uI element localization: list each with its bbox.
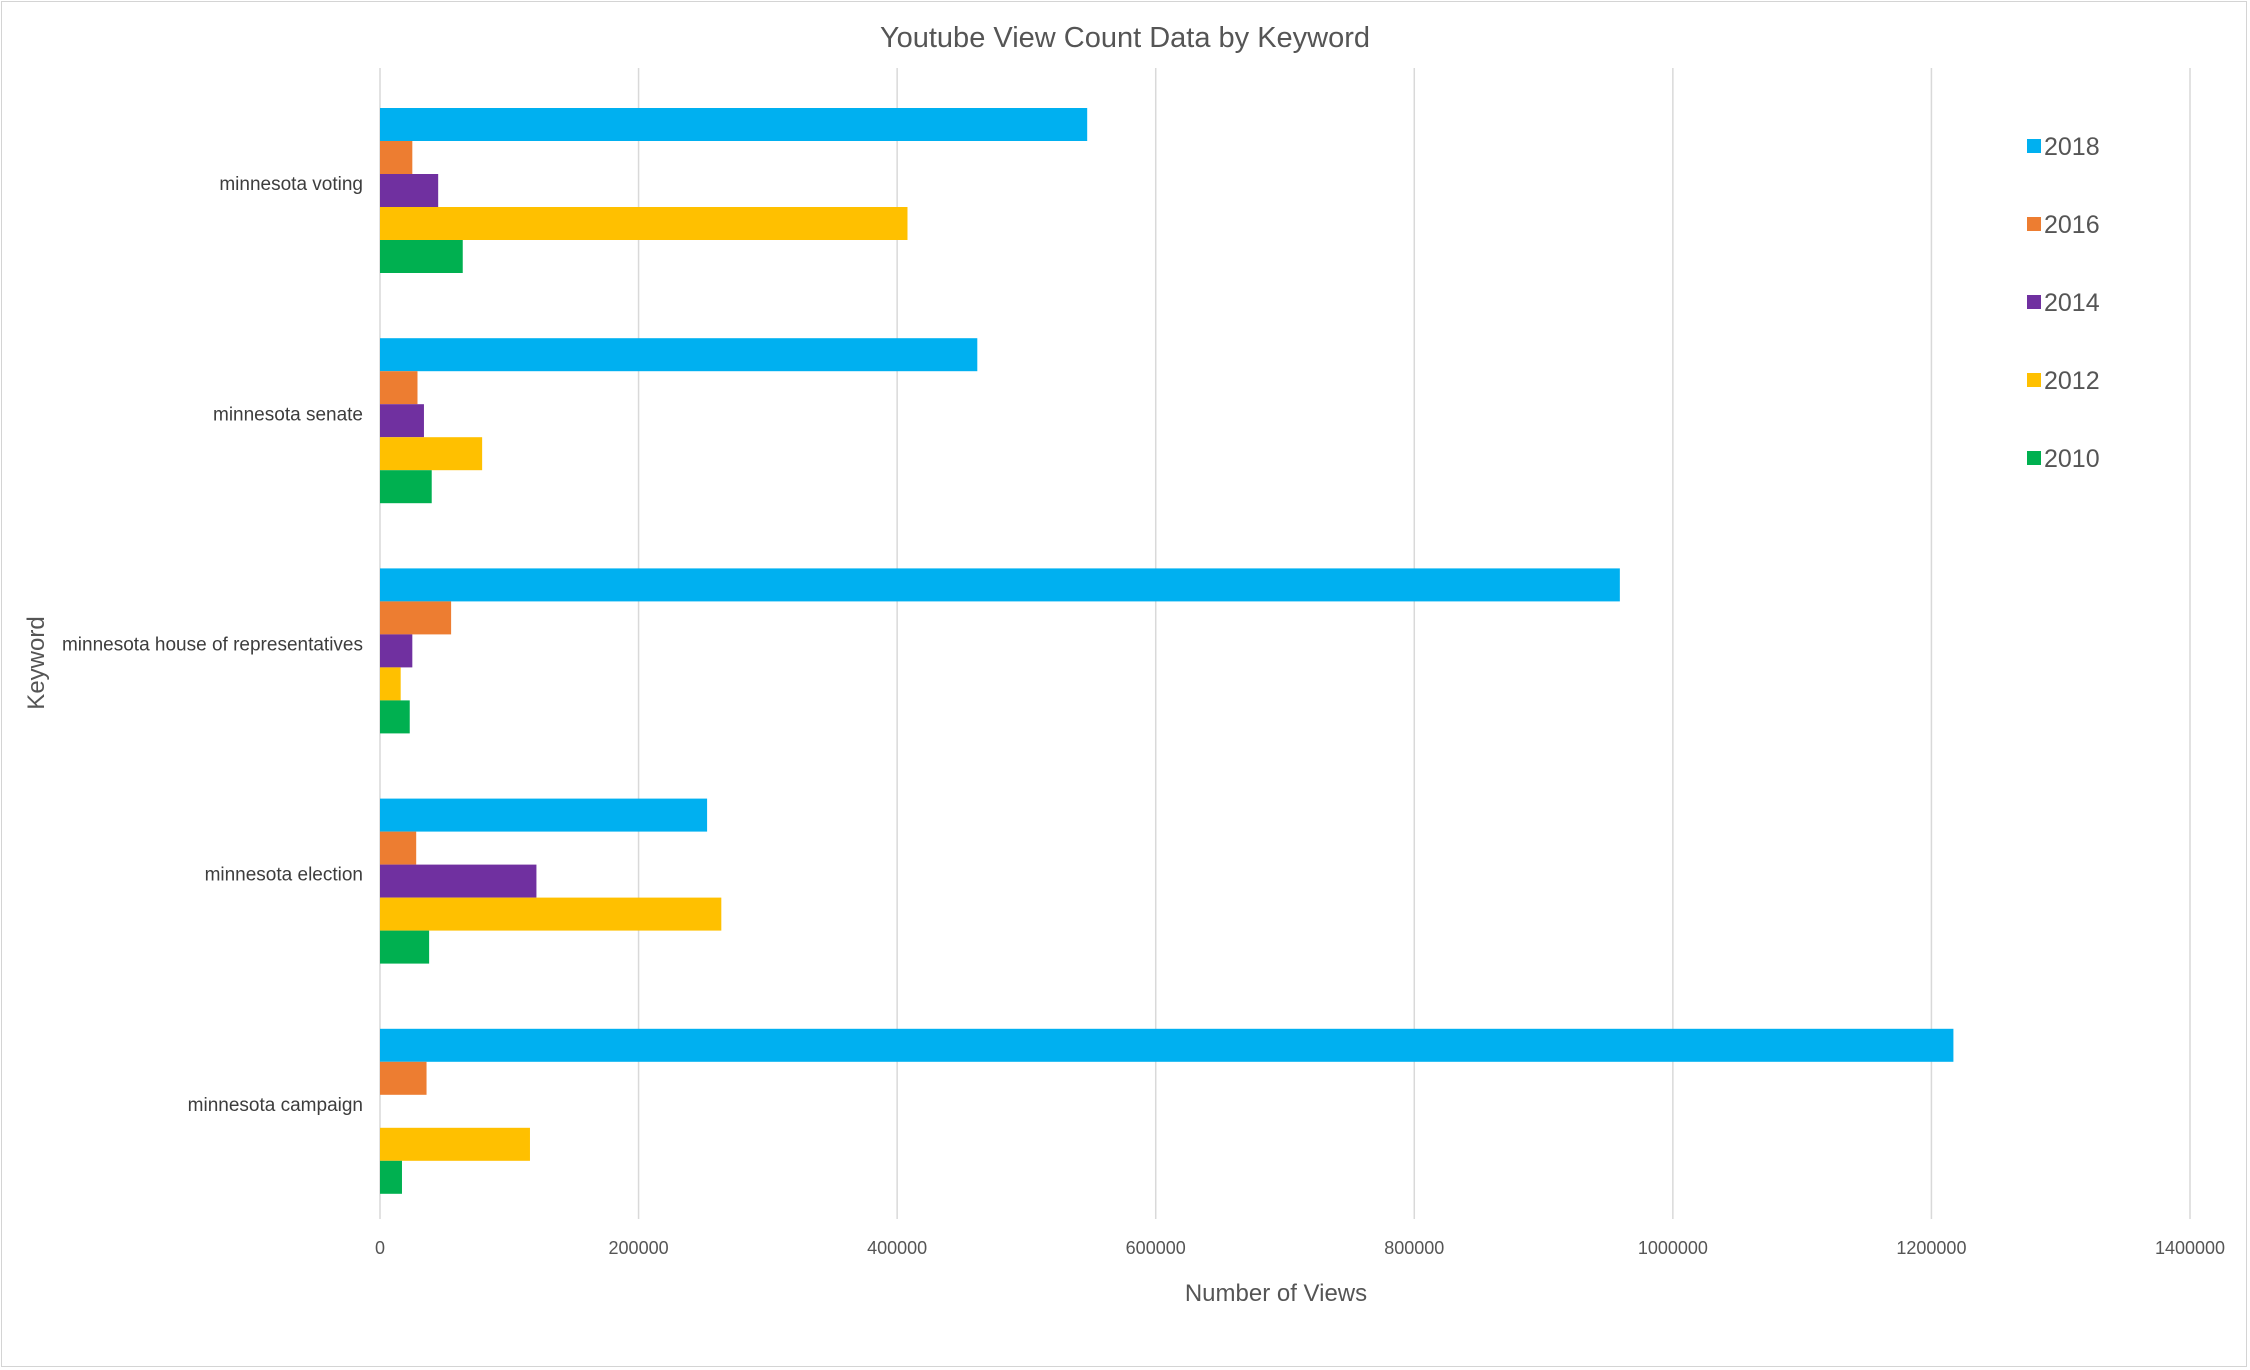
bar-2016-minnesota-house-of-representatives [380,601,452,635]
bar-2018-minnesota-house-of-representatives [380,568,1620,602]
legend-swatch [2027,451,2041,465]
bar-2012-minnesota-election [380,897,722,931]
legend: 2018 2016 2014 2012 2010 [2027,133,2100,473]
x-tick-labels: 0 200000 400000 600000 800000 1000000 1200000 1… [375,1238,2225,1258]
bar-2016-minnesota-voting [380,141,413,174]
bar-2010-minnesota-senate [380,470,432,504]
bar-2018-minnesota-voting [380,108,1088,141]
bar-2012-minnesota-senate [380,437,483,471]
x-tick-label: 1400000 [2155,1238,2225,1258]
legend-label: 2014 [2044,289,2100,317]
x-tick-label: 0 [375,1238,385,1258]
bar-2012-minnesota-house-of-representatives [380,667,401,701]
legend-swatch [2027,295,2041,309]
legend-swatch [2027,373,2041,387]
bars [380,108,1954,1194]
legend-label: 2012 [2044,367,2100,395]
x-tick-label: 600000 [1126,1238,1186,1258]
gridlines [379,68,2191,1219]
x-tick-label: 800000 [1384,1238,1444,1258]
x-axis-title: Number of Views [1185,1280,1367,1307]
bar-2010-minnesota-voting [380,240,463,273]
legend-swatch [2027,217,2041,231]
bar-2018-minnesota-campaign [380,1028,1954,1062]
category-labels: minnesota voting minnesota senate minnesot… [62,174,363,1116]
legend-label: 2010 [2044,445,2100,473]
x-tick-label: 1200000 [1896,1238,1966,1258]
bar-2010-minnesota-election [380,930,430,964]
legend-label: 2016 [2044,211,2100,239]
legend-swatch [2027,139,2041,153]
bar-2018-minnesota-election [380,798,708,832]
y-axis-title: Keyword [23,616,50,709]
bar-2012-minnesota-voting [380,207,908,240]
bar-2016-minnesota-senate [380,371,418,405]
bar-2014-minnesota-voting [380,174,439,207]
category-label: minnesota voting [219,174,363,195]
chart-title: Youtube View Count Data by Keyword [880,22,1370,54]
legend-label: 2018 [2044,133,2100,161]
bar-2016-minnesota-election [380,831,417,865]
category-label: minnesota campaign [188,1095,363,1116]
bar-2016-minnesota-campaign [380,1061,427,1095]
bar-2010-minnesota-house-of-representatives [380,700,410,734]
category-label: minnesota house of representatives [62,635,363,656]
bar-2014-minnesota-election [380,864,537,898]
bar-2018-minnesota-senate [380,338,978,372]
x-tick-label: 400000 [867,1238,927,1258]
category-label: minnesota election [205,865,363,886]
bar-2010-minnesota-campaign [380,1160,402,1194]
bar-2014-minnesota-house-of-representatives [380,634,413,668]
category-label: minnesota senate [213,404,363,425]
x-tick-label: 1000000 [1638,1238,1708,1258]
bar-2012-minnesota-campaign [380,1127,530,1161]
bar-2014-minnesota-senate [380,404,424,438]
x-tick-label: 200000 [609,1238,669,1258]
